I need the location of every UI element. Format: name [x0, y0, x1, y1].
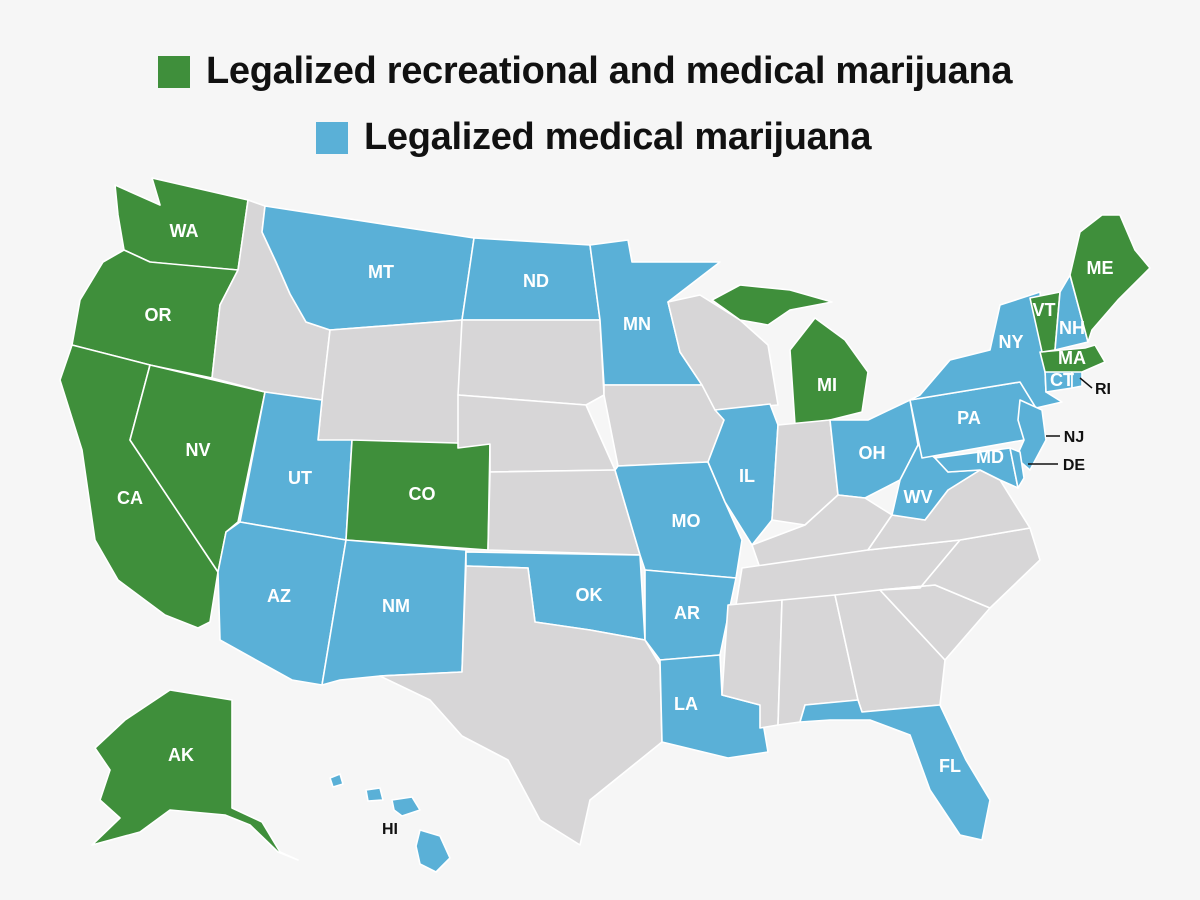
hi-kauai	[329, 773, 344, 788]
label-il: IL	[739, 466, 755, 486]
legend-label-recreational: Legalized recreational and medical marij…	[206, 50, 1013, 92]
label-la: LA	[674, 694, 698, 714]
label-pa: PA	[957, 408, 981, 428]
label-wv: WV	[904, 487, 933, 507]
label-de: DE	[1063, 457, 1086, 474]
state-ks[interactable]	[487, 469, 641, 556]
label-ar: AR	[674, 603, 700, 623]
legend-label-medical: Legalized medical marijuana	[364, 116, 872, 158]
label-nh: NH	[1059, 318, 1085, 338]
label-md: MD	[976, 447, 1004, 467]
state-ia[interactable]	[603, 384, 725, 467]
state-sd[interactable]	[457, 319, 605, 406]
medical-swatch	[316, 121, 348, 154]
label-vt: VT	[1032, 300, 1055, 320]
state-mi-upper[interactable]	[711, 284, 833, 326]
state-wi[interactable]	[667, 294, 779, 411]
label-ak: AK	[168, 745, 194, 765]
state-hi[interactable]	[329, 773, 451, 873]
state-ak[interactable]	[91, 689, 299, 861]
label-ct: CT	[1050, 370, 1074, 390]
label-nm: NM	[382, 596, 410, 616]
hi-oahu	[365, 787, 384, 802]
state-me[interactable]	[1069, 214, 1151, 343]
legend-item-recreational: Legalized recreational and medical marij…	[158, 50, 1013, 93]
label-ut: UT	[288, 468, 312, 488]
label-co: CO	[409, 484, 436, 504]
label-wa: WA	[170, 221, 199, 241]
state-ma[interactable]	[1039, 344, 1106, 373]
label-hi: HI	[382, 821, 398, 838]
recreational-swatch	[158, 55, 190, 88]
label-me: ME	[1087, 258, 1114, 278]
label-oh: OH	[859, 443, 886, 463]
label-mt: MT	[368, 262, 394, 282]
label-nj: NJ	[1064, 429, 1084, 446]
label-az: AZ	[267, 586, 291, 606]
label-fl: FL	[939, 756, 961, 776]
label-nd: ND	[523, 271, 549, 291]
state-la[interactable]	[659, 654, 769, 759]
label-nv: NV	[185, 440, 210, 460]
state-tx[interactable]	[379, 565, 663, 846]
state-wy[interactable]	[317, 319, 463, 449]
state-de[interactable]	[1009, 447, 1025, 489]
state-fl[interactable]	[799, 699, 991, 841]
state-nj[interactable]	[1015, 399, 1047, 471]
label-ca: CA	[117, 488, 143, 508]
label-ri: RI	[1095, 381, 1111, 398]
legend-item-medical: Legalized medical marijuana	[316, 116, 872, 159]
label-mi: MI	[817, 375, 837, 395]
label-mn: MN	[623, 314, 651, 334]
label-mo: MO	[672, 511, 701, 531]
ri-callout-line	[1079, 377, 1093, 389]
label-or: OR	[145, 305, 172, 325]
hi-maui	[391, 796, 421, 817]
label-ma: MA	[1058, 348, 1086, 368]
label-ok: OK	[576, 585, 603, 605]
label-ny: NY	[998, 332, 1023, 352]
hi-big-island	[415, 829, 451, 873]
state-mi[interactable]	[789, 317, 869, 426]
